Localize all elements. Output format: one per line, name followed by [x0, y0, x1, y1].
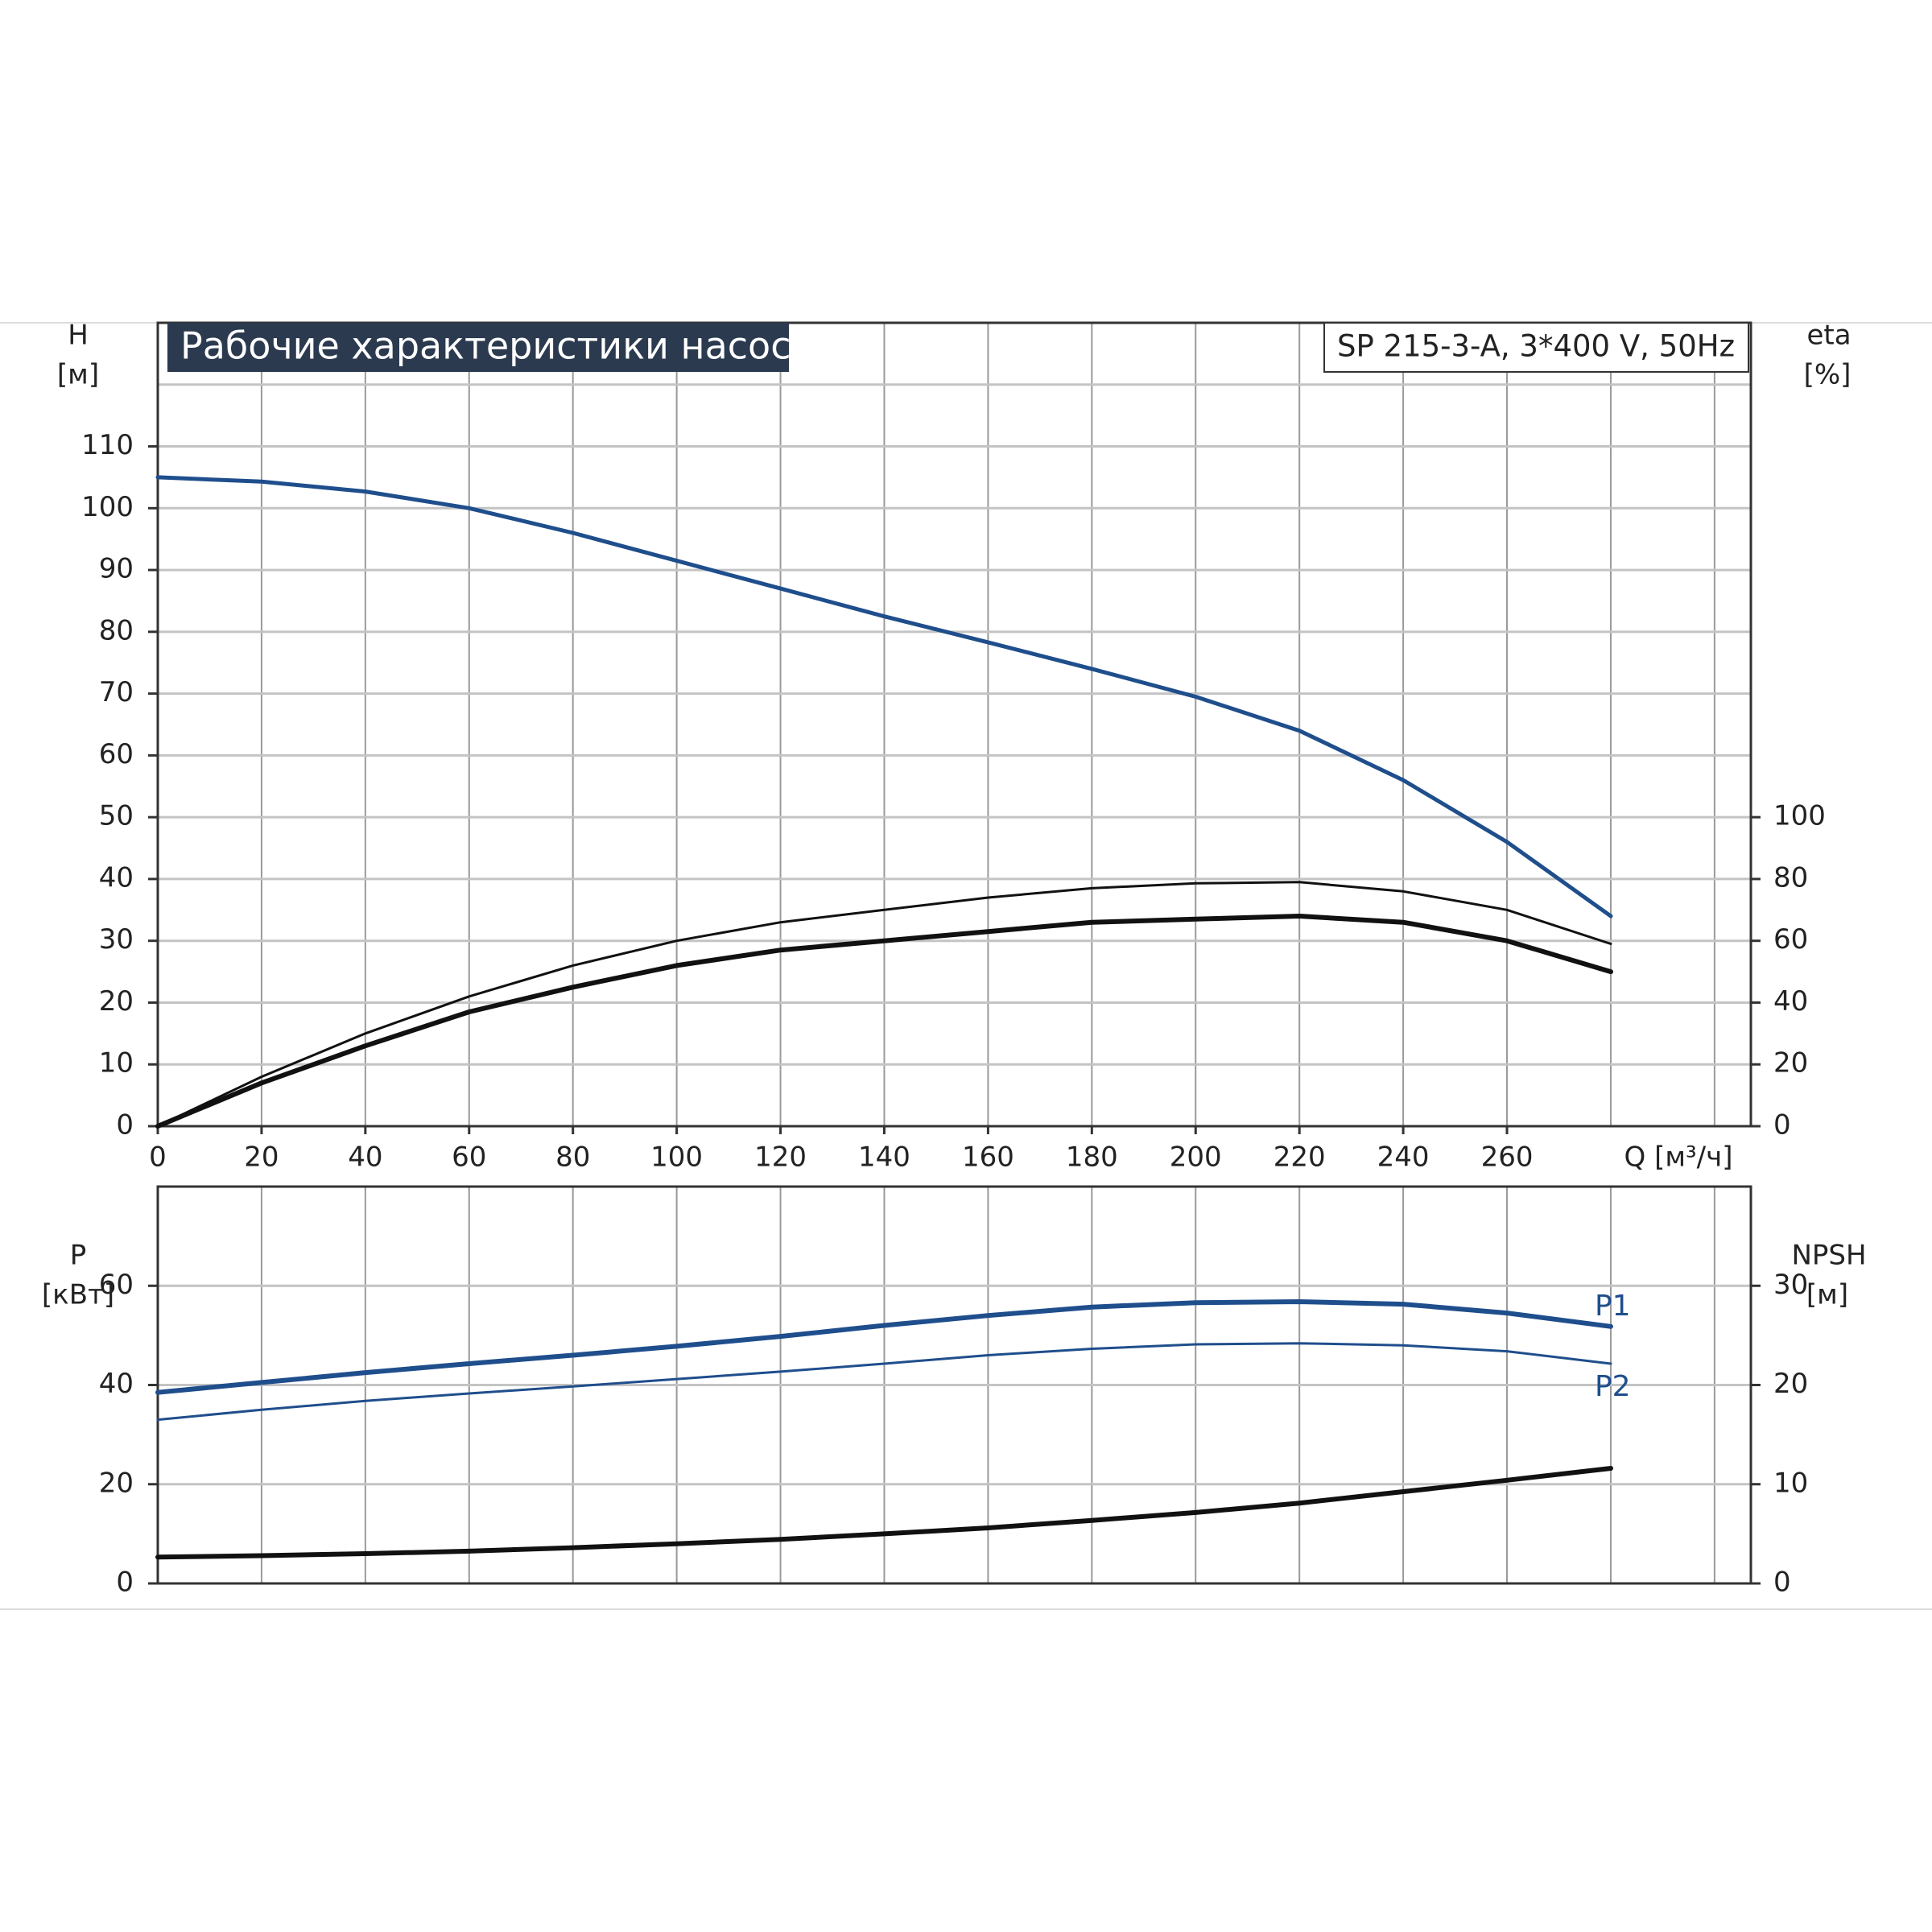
series-line: [155, 1299, 1613, 1395]
series-label: P2: [1595, 1370, 1631, 1403]
x-tick-label: 60: [452, 1141, 486, 1174]
y2-tick-label: 0: [1773, 1109, 1791, 1141]
series-line: [155, 475, 1613, 919]
y2-tick-label: 30: [1773, 1269, 1808, 1301]
y-tick-label: 20: [99, 985, 134, 1018]
y-tick-label: 100: [81, 491, 134, 523]
series-line: [155, 1466, 1613, 1560]
x-tick-label: 0: [149, 1141, 167, 1174]
x-tick-label: 160: [962, 1141, 1014, 1174]
x-tick-label: 220: [1274, 1141, 1326, 1174]
y-tick-label: 70: [99, 676, 134, 708]
y-axis-unit: [м]: [57, 359, 99, 391]
y2-tick-label: 100: [1773, 800, 1826, 832]
series-label: P1: [1595, 1290, 1631, 1323]
y-tick-label: 0: [116, 1109, 134, 1141]
y-tick-label: 50: [99, 800, 134, 832]
y-axis-label: P: [70, 1240, 87, 1272]
series-line: [156, 1342, 1612, 1422]
subtitle-box: [1323, 322, 1749, 373]
y-tick-label: 90: [99, 553, 134, 585]
y2-tick-label: 10: [1773, 1467, 1808, 1499]
y2-tick-label: 20: [1773, 1047, 1808, 1080]
x-tick-label: 20: [244, 1141, 279, 1174]
y2-tick-label: 40: [1773, 985, 1808, 1018]
y2-tick-label: 80: [1773, 861, 1808, 894]
y-tick-label: 80: [99, 614, 134, 646]
y2-axis-unit: [м]: [1806, 1279, 1848, 1311]
x-tick-label: 100: [650, 1141, 703, 1174]
y2-axis-unit: [%]: [1804, 359, 1852, 391]
x-tick-label: 120: [754, 1141, 807, 1174]
chart-title: Рабочие характеристики насоса: [180, 324, 814, 368]
x-tick-label: 260: [1481, 1141, 1534, 1174]
plot-frame: [156, 321, 1752, 1128]
x-tick-label: 180: [1066, 1141, 1118, 1174]
x-tick-label: 240: [1377, 1141, 1430, 1174]
y-tick-label: 60: [99, 1269, 134, 1301]
y2-tick-label: 20: [1773, 1368, 1808, 1400]
y-tick-label: 30: [99, 923, 134, 956]
y-axis-label: H: [68, 320, 89, 352]
y2-axis-label: NPSH: [1791, 1240, 1866, 1272]
y-tick-label: 0: [116, 1567, 134, 1599]
x-tick-label: 40: [348, 1141, 382, 1174]
y2-tick-label: 60: [1773, 923, 1808, 956]
y-tick-label: 10: [99, 1047, 134, 1080]
chart-subtitle: SP 215-3-A, 3*400 V, 50Hz: [1337, 329, 1735, 364]
y2-axis-label: eta: [1806, 320, 1851, 352]
x-tick-label: 140: [858, 1141, 910, 1174]
x-tick-label: 80: [555, 1141, 590, 1174]
series-line: [156, 881, 1612, 1128]
x-axis-label: Q [м³/ч]: [1624, 1141, 1733, 1174]
y-axis-unit: [кВт]: [42, 1279, 114, 1311]
y-tick-label: 110: [81, 429, 134, 461]
y-tick-label: 60: [99, 738, 134, 770]
y-tick-label: 40: [99, 861, 134, 894]
y-tick-label: 40: [99, 1368, 134, 1400]
y-tick-label: 20: [99, 1467, 134, 1499]
series-line: [155, 914, 1613, 1129]
title-box: [167, 323, 789, 372]
y2-tick-label: 0: [1773, 1567, 1791, 1599]
x-tick-label: 200: [1170, 1141, 1222, 1174]
